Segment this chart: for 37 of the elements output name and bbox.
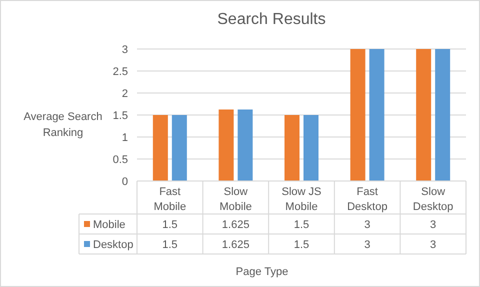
bar	[416, 49, 432, 181]
bar	[284, 115, 300, 181]
bar	[350, 49, 366, 181]
data-label: 1.5	[294, 239, 310, 251]
chart-title: Search Results	[217, 11, 326, 28]
x-tick-label: Slow Mobile	[219, 186, 252, 213]
bar	[218, 110, 234, 181]
x-tick-label: Slow JS Mobile	[282, 186, 322, 213]
y-tick-label: 0.5	[112, 154, 128, 166]
bar	[304, 115, 318, 181]
bar	[369, 49, 384, 181]
x-axis-title: Page Type	[236, 266, 288, 278]
data-label: 3	[430, 219, 436, 231]
bar	[238, 110, 253, 181]
y-tick-label: 2	[122, 88, 128, 100]
legend-label: Desktop	[93, 239, 134, 251]
y-tick-label: 1	[122, 132, 128, 144]
y-axis-title: Average Search Ranking	[24, 111, 102, 139]
bar	[435, 49, 450, 181]
data-label: 1.5	[162, 239, 178, 251]
y-tick-label: 1.5	[112, 110, 128, 122]
data-label: 1.625	[222, 219, 250, 231]
bar	[152, 115, 168, 181]
x-tick-label: Fast Desktop	[347, 186, 388, 213]
data-label: 3	[364, 239, 370, 251]
x-tick-label: Fast Mobile	[154, 186, 186, 213]
data-label: 3	[364, 219, 370, 231]
legend-label: Mobile	[93, 219, 126, 231]
y-tick-label: 0	[122, 176, 128, 188]
data-label: 1.5	[162, 219, 178, 231]
x-tick-label: Slow Desktop	[412, 186, 454, 213]
data-label: 1.625	[222, 239, 250, 251]
data-label: 1.5	[294, 219, 310, 231]
data-label: 3	[430, 239, 436, 251]
y-tick-label: 2.5	[112, 66, 128, 78]
y-tick-label: 3	[122, 44, 128, 56]
bar	[172, 115, 187, 181]
